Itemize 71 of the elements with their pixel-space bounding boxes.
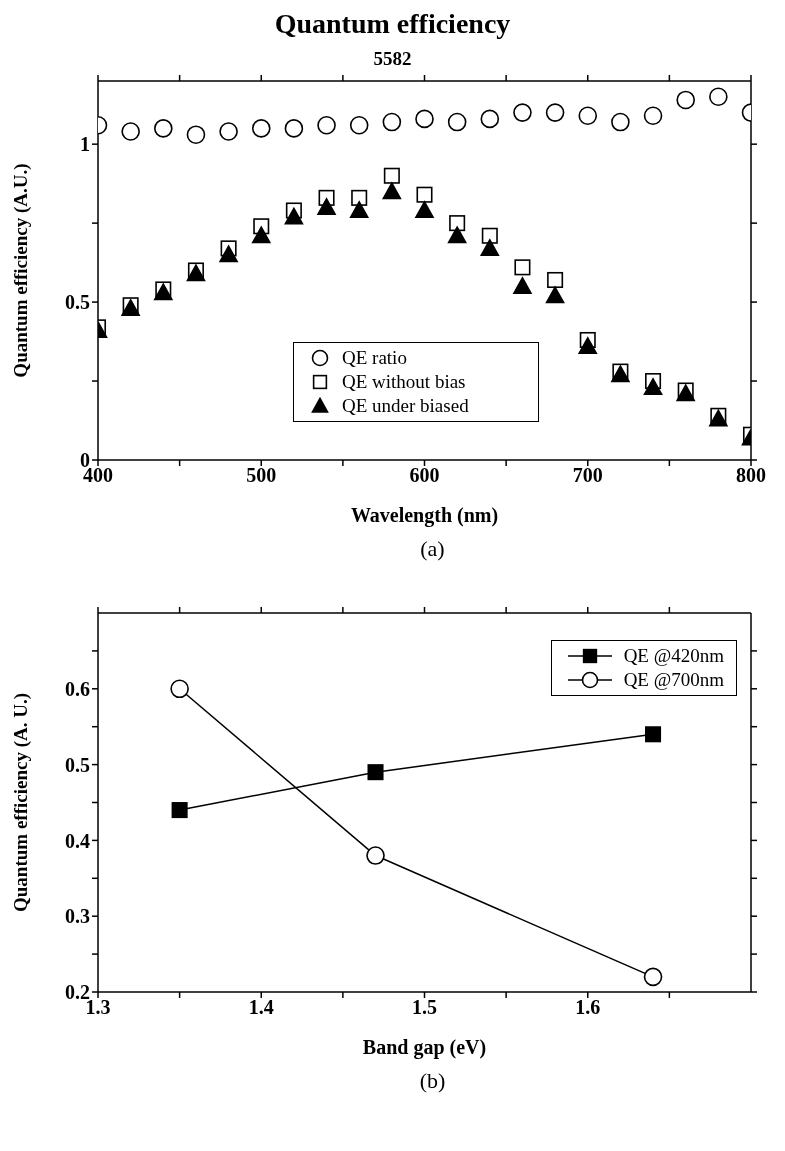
legend-label: QE @420nm [623,644,724,668]
point [643,967,663,987]
legend-label: QE ratio [342,346,407,370]
point [643,378,663,395]
x-tick-label: 700 [572,464,603,487]
point [578,337,598,354]
chart-subtitle: 5582 [372,48,413,70]
point [186,125,206,144]
y-tick-label: 0.5 [65,753,90,776]
legend-label: QE @700nm [623,668,724,692]
point [449,215,466,232]
x-tick-label: 1.4 [248,996,274,1019]
text: (b) [418,1068,447,1094]
point [578,106,598,126]
point [547,271,564,288]
y-tick-label: 0.5 [65,291,90,314]
x-tick-label: 1.5 [412,996,437,1019]
point [383,167,400,184]
point [171,802,188,819]
point [514,259,531,276]
chart-title: Quantum efficiency [273,8,512,40]
legend-label: QE under biased [342,394,469,418]
point [367,764,384,781]
y-axis-title: Quantum efficiency (A.U.) [9,163,32,378]
point [513,103,532,122]
point [480,109,500,129]
point [709,87,728,107]
point [349,115,369,135]
point [645,726,662,743]
point [545,286,565,304]
point [481,227,498,244]
point [643,106,663,126]
point [219,245,238,263]
point [251,119,271,138]
x-tick-label: 800 [736,464,766,487]
point [611,112,630,132]
point [251,226,271,244]
point [480,239,500,256]
point [284,119,304,138]
point [351,189,368,206]
y-axis-title: Quantum efficiency (A. U.) [9,693,32,912]
point [121,122,140,141]
point [382,182,402,200]
x-tick-label: 600 [409,464,440,487]
point [170,679,189,699]
text: (a) [419,536,446,562]
legend-label: QE without bias [342,370,466,394]
point [513,276,532,294]
y-tick-label: 0.4 [65,829,90,852]
point [349,201,369,219]
y-tick-label: 1 [80,133,90,156]
point [366,846,385,865]
point [415,109,434,129]
point [382,112,402,132]
point [545,103,565,122]
point [317,115,336,135]
x-tick-label: 1.6 [575,996,601,1019]
point [676,90,695,110]
point [219,122,238,141]
x-axis-title: Band gap (eV) [362,1036,487,1059]
point [415,201,434,219]
point [317,198,336,215]
point [447,112,467,132]
point [416,186,433,203]
point [154,119,173,138]
point [284,207,304,225]
x-axis-title: Wavelength (nm) [350,504,499,527]
y-tick-label: 0.3 [65,905,90,928]
point [447,226,467,244]
y-tick-label: 0.6 [65,677,90,700]
x-tick-label: 500 [246,464,277,487]
